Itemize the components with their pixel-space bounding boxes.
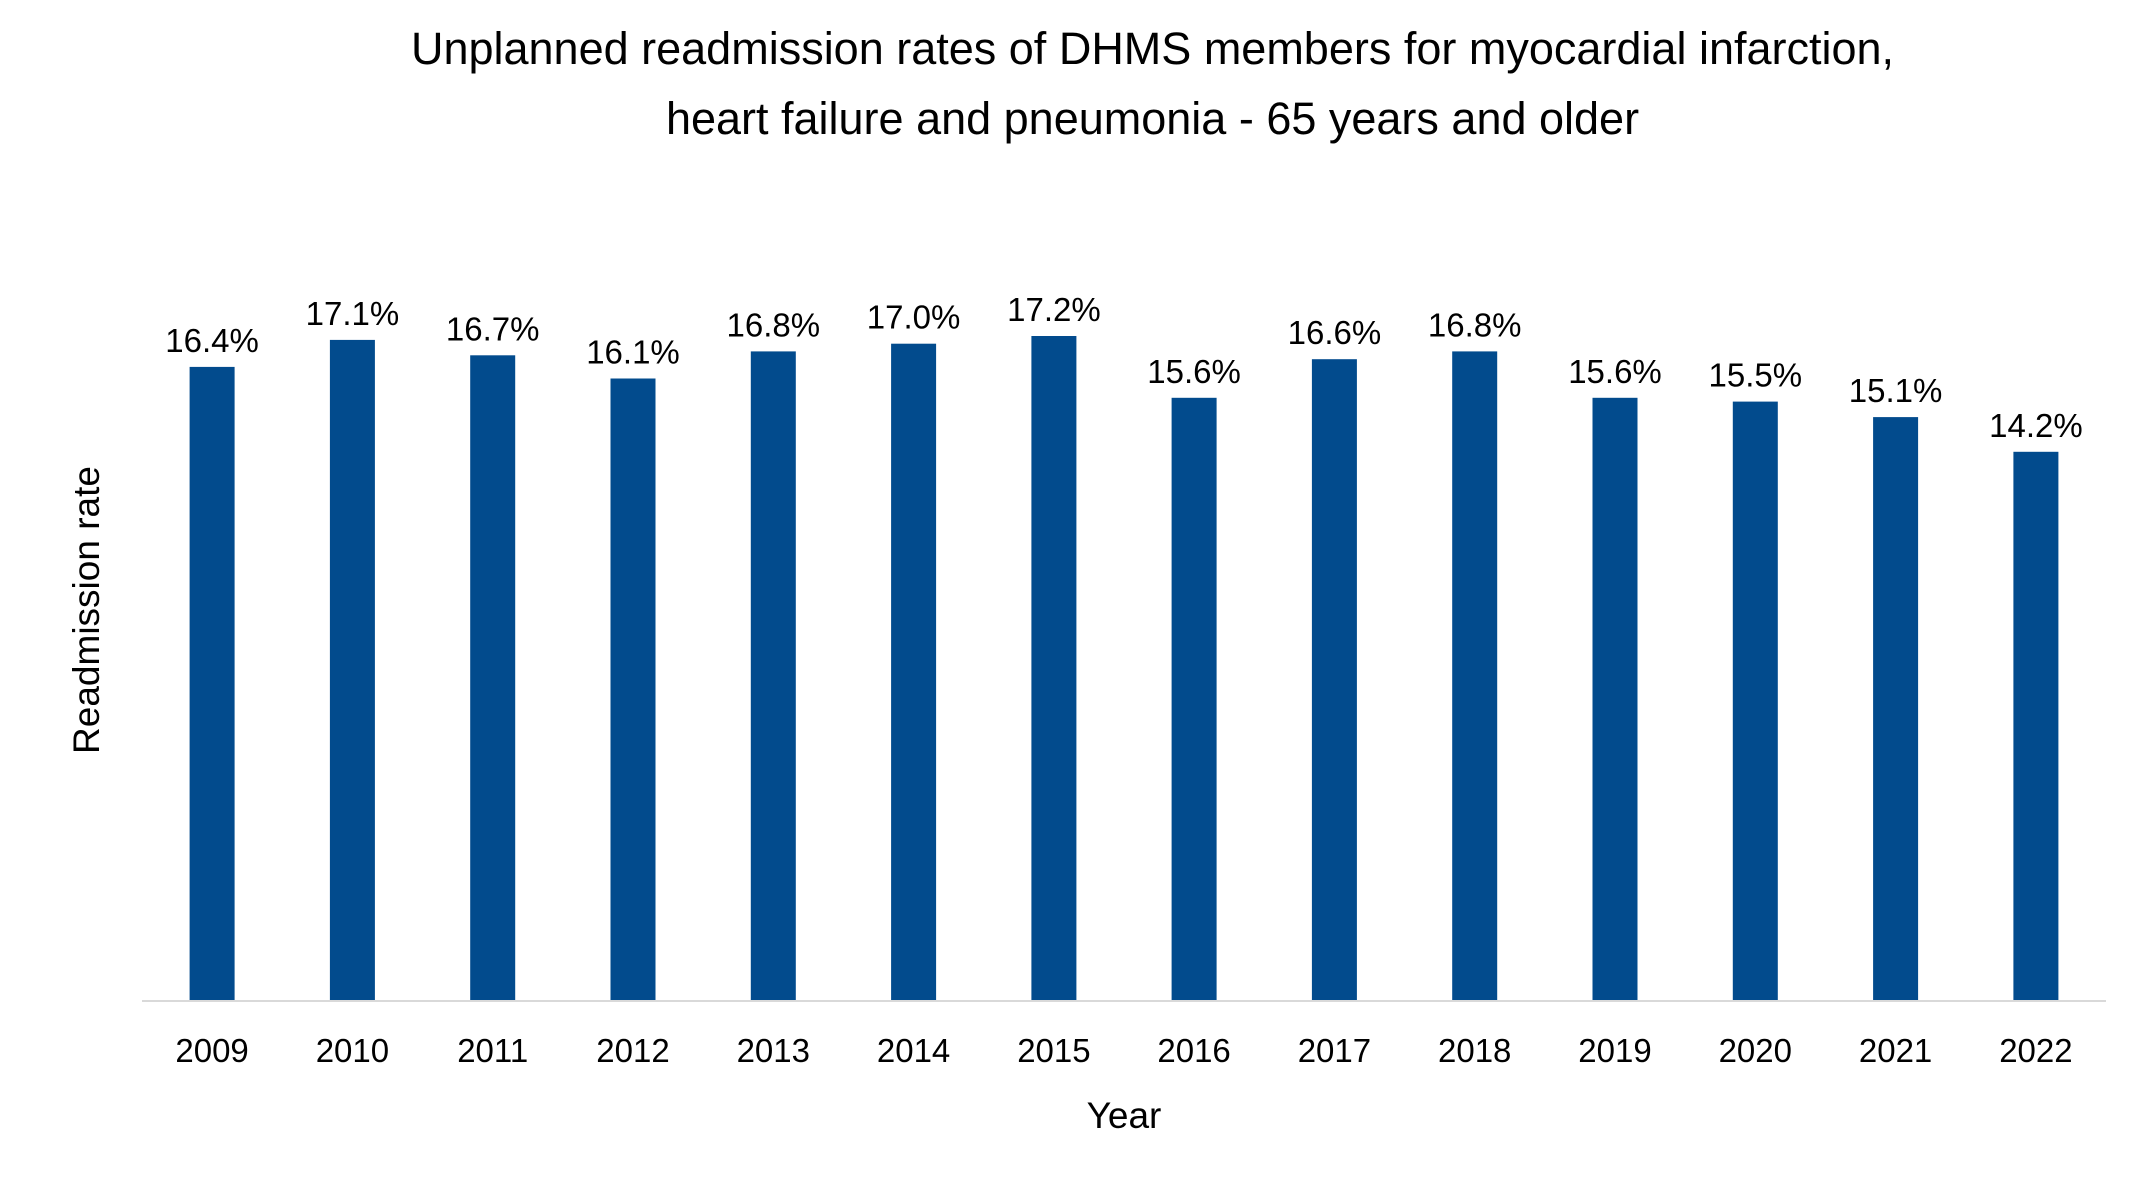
x-tick-label-2014: 2014 xyxy=(877,1032,950,1069)
bar-2013 xyxy=(750,351,796,1000)
x-tick-labels: 2009 2010 2011 2012 2013 2014 2015 2016 2017 2018… xyxy=(175,1032,2072,1069)
bar-2018 xyxy=(1452,351,1498,1000)
x-tick-label-2010: 2010 xyxy=(316,1032,389,1069)
bar-2015 xyxy=(1031,336,1077,1000)
data-label-2018: 16.8% xyxy=(1428,306,1522,343)
x-tick-label-2017: 2017 xyxy=(1298,1032,1371,1069)
data-label-2020: 15.5% xyxy=(1709,357,1803,394)
bar-2010 xyxy=(329,339,375,1000)
bar-2021 xyxy=(1873,417,1919,1001)
x-tick-label-2018: 2018 xyxy=(1438,1032,1511,1069)
x-tick-label-2015: 2015 xyxy=(1017,1032,1090,1069)
bars-layer xyxy=(189,336,2059,1001)
data-label-2009: 16.4% xyxy=(165,322,259,359)
data-label-2014: 17.0% xyxy=(867,299,961,336)
x-axis-title: Year xyxy=(1087,1095,1162,1136)
data-label-2021: 15.1% xyxy=(1849,372,1943,409)
x-tick-label-2013: 2013 xyxy=(737,1032,810,1069)
data-label-2010: 17.1% xyxy=(306,295,400,332)
x-tick-label-2016: 2016 xyxy=(1157,1032,1230,1069)
x-tick-label-2019: 2019 xyxy=(1578,1032,1651,1069)
x-tick-label-2021: 2021 xyxy=(1859,1032,1932,1069)
bar-2009 xyxy=(189,366,235,1000)
data-label-2016: 15.6% xyxy=(1147,353,1241,390)
bar-2012 xyxy=(610,378,656,1000)
x-tick-label-2012: 2012 xyxy=(596,1032,669,1069)
bar-2016 xyxy=(1171,397,1217,1000)
bar-2011 xyxy=(470,355,516,1000)
chart-title: Unplanned readmission rates of DHMS memb… xyxy=(410,23,1895,144)
bar-2017 xyxy=(1311,359,1357,1000)
bar-2020 xyxy=(1732,401,1778,1001)
value-labels-layer: 16.4% 17.1% 16.7% 16.1% 16.8% 17.0% 17.2% 15.6%… xyxy=(165,291,2082,444)
data-label-2012: 16.1% xyxy=(586,334,680,371)
x-tick-label-2022: 2022 xyxy=(1999,1032,2072,1069)
data-label-2017: 16.6% xyxy=(1288,314,1382,351)
y-axis-title: Readmission rate xyxy=(66,466,107,754)
data-label-2013: 16.8% xyxy=(727,306,821,343)
x-tick-label-2011: 2011 xyxy=(457,1032,528,1069)
bar-2022 xyxy=(2013,451,2059,1000)
data-label-2015: 17.2% xyxy=(1007,291,1101,328)
data-label-2022: 14.2% xyxy=(1989,407,2083,444)
data-label-2019: 15.6% xyxy=(1568,353,1662,390)
data-label-2011: 16.7% xyxy=(446,310,540,347)
x-tick-label-2009: 2009 xyxy=(175,1032,248,1069)
bar-2014 xyxy=(891,343,937,1000)
bar-2019 xyxy=(1592,397,1638,1000)
x-tick-label-2020: 2020 xyxy=(1719,1032,1792,1069)
